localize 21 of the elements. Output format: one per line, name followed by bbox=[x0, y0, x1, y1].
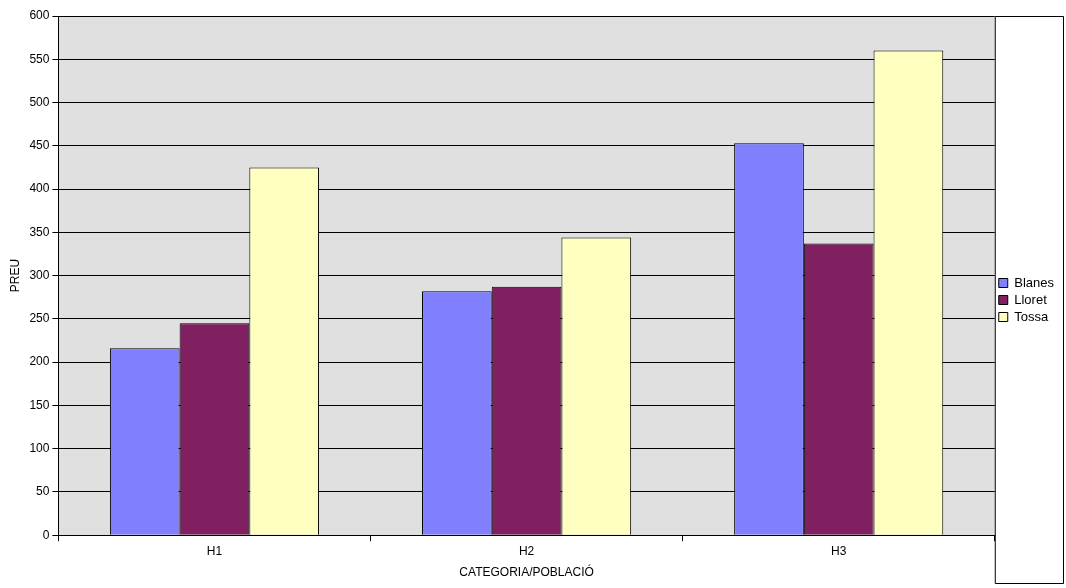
y-tick-label: 0 bbox=[42, 527, 50, 542]
x-axis-title: CATEGORIA/POBLACIÓ bbox=[459, 564, 594, 580]
x-tick-label: H1 bbox=[206, 543, 223, 558]
y-tick-label: 500 bbox=[29, 94, 50, 109]
y-tick-label: 300 bbox=[29, 267, 50, 282]
y-tick-label: 100 bbox=[29, 440, 50, 455]
y-axis-title: PREU bbox=[7, 258, 22, 293]
legend-label: Tossa bbox=[1014, 308, 1049, 324]
y-tick-label: 350 bbox=[29, 224, 50, 239]
legend-label: Blanes bbox=[1014, 274, 1055, 290]
y-tick-label: 250 bbox=[29, 311, 50, 326]
x-tick-label: H2 bbox=[518, 543, 535, 558]
y-tick-label: 200 bbox=[29, 354, 50, 369]
y-tick-label: 600 bbox=[29, 8, 50, 23]
y-tick-label: 450 bbox=[29, 138, 50, 153]
y-tick-label: 400 bbox=[29, 181, 50, 196]
y-tick-label: 550 bbox=[29, 51, 50, 66]
x-tick-label: H3 bbox=[831, 543, 847, 558]
y-tick-label: 150 bbox=[29, 397, 50, 412]
y-tick-label: 50 bbox=[36, 484, 50, 499]
legend-label: Lloret bbox=[1014, 291, 1048, 307]
